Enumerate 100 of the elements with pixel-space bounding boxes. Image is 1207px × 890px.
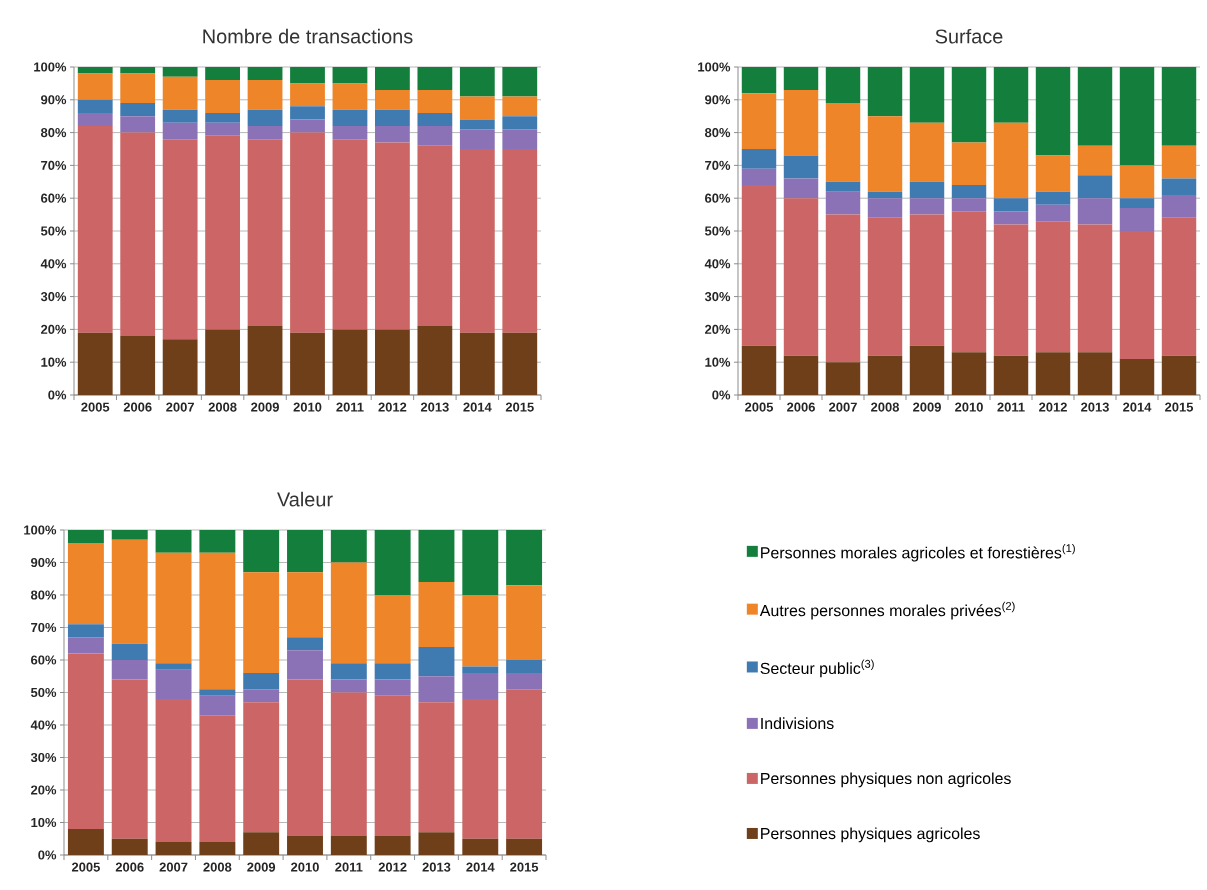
y-tick-label: 0% [712, 390, 731, 400]
bar [459, 119, 495, 130]
x-tick-label: 2007 [829, 402, 857, 412]
chart-title: Valeur [277, 491, 333, 507]
bar [205, 329, 240, 395]
y-tick-label: 90% [705, 95, 731, 105]
bar [417, 66, 453, 90]
bar [330, 663, 367, 680]
bar [374, 663, 411, 680]
bar [162, 109, 198, 123]
x-tick-label: 2011 [336, 402, 364, 412]
y-tick-label: 20% [705, 324, 731, 334]
bar [951, 185, 987, 199]
bar [199, 689, 236, 696]
bar [1161, 178, 1197, 195]
bar [1035, 221, 1071, 353]
bar [909, 66, 945, 123]
bar [1077, 352, 1113, 395]
bar [1119, 230, 1155, 359]
legend-label: Indivisions [761, 717, 834, 730]
bar [462, 666, 499, 673]
bar [462, 838, 499, 855]
bar [290, 83, 325, 107]
x-tick-label: 2010 [293, 402, 322, 412]
bar [332, 66, 368, 84]
y-tick-label: 80% [30, 590, 57, 600]
x-tick-label: 2015 [1165, 402, 1194, 412]
bar [502, 96, 538, 117]
bar [993, 198, 1029, 212]
bar [1077, 198, 1113, 225]
legend-label: Personnes physiques agricoles [761, 827, 980, 843]
bar [243, 673, 280, 690]
bar [67, 624, 104, 638]
y-tick-label: 40% [704, 259, 731, 269]
bar [418, 530, 455, 582]
bar [825, 181, 861, 192]
bar [375, 142, 410, 330]
bar [67, 530, 104, 543]
bar [111, 660, 148, 680]
bar [77, 126, 113, 333]
legend-label: Secteur public$^{(3)}$ [760, 659, 874, 678]
x-tick-label: 2008 [208, 402, 237, 412]
y-tick-label: 60% [41, 193, 67, 203]
bar [1077, 66, 1113, 146]
y-tick-label: 30% [704, 292, 731, 302]
x-tick-label: 2013 [1081, 402, 1109, 412]
bar [825, 103, 861, 182]
bar [375, 126, 410, 143]
bar [741, 66, 777, 94]
bar [993, 66, 1029, 123]
x-tick-label: 2006 [123, 402, 152, 412]
x-tick-label: 2005 [745, 402, 774, 412]
bar [247, 326, 283, 395]
bar [502, 332, 538, 395]
bar [77, 66, 113, 74]
bar [247, 126, 283, 140]
bar [1161, 145, 1197, 179]
bar [951, 211, 987, 353]
x-tick-label: 2006 [787, 402, 815, 412]
bar [330, 692, 367, 836]
bar [374, 530, 411, 595]
x-tick-label: 2012 [378, 862, 407, 872]
bar [199, 530, 236, 553]
x-tick-label: 2012 [1039, 402, 1067, 412]
bar [332, 109, 368, 127]
bar [287, 637, 323, 651]
x-tick-label: 2007 [166, 402, 194, 412]
bar [1077, 145, 1113, 176]
bar [77, 73, 113, 100]
bar [330, 530, 367, 563]
y-tick-label: 10% [31, 817, 57, 828]
bar [1119, 208, 1155, 231]
bar [375, 109, 410, 127]
bar [199, 695, 236, 716]
x-tick-label: 2013 [420, 402, 449, 412]
bar [951, 352, 987, 395]
bar [1035, 204, 1071, 222]
bar [374, 679, 411, 696]
bar [287, 572, 323, 638]
bar [993, 355, 1029, 395]
chart-title: Surface [935, 28, 1003, 44]
bar [741, 345, 777, 395]
bar [67, 637, 104, 654]
y-tick-label: 80% [40, 128, 67, 138]
bar [1035, 352, 1071, 395]
bar [155, 699, 192, 842]
bar [1077, 224, 1113, 353]
bar [77, 99, 113, 113]
bar [330, 562, 367, 664]
bar [459, 66, 495, 97]
bar [909, 214, 945, 346]
bar [111, 643, 148, 660]
bar [951, 198, 987, 212]
bar [247, 66, 283, 81]
chart-title: Nombre de transactions [203, 28, 413, 44]
bar [332, 139, 368, 330]
x-tick-label: 2009 [247, 862, 276, 872]
bar [1035, 155, 1071, 192]
bar [290, 119, 325, 133]
bar [417, 126, 453, 146]
